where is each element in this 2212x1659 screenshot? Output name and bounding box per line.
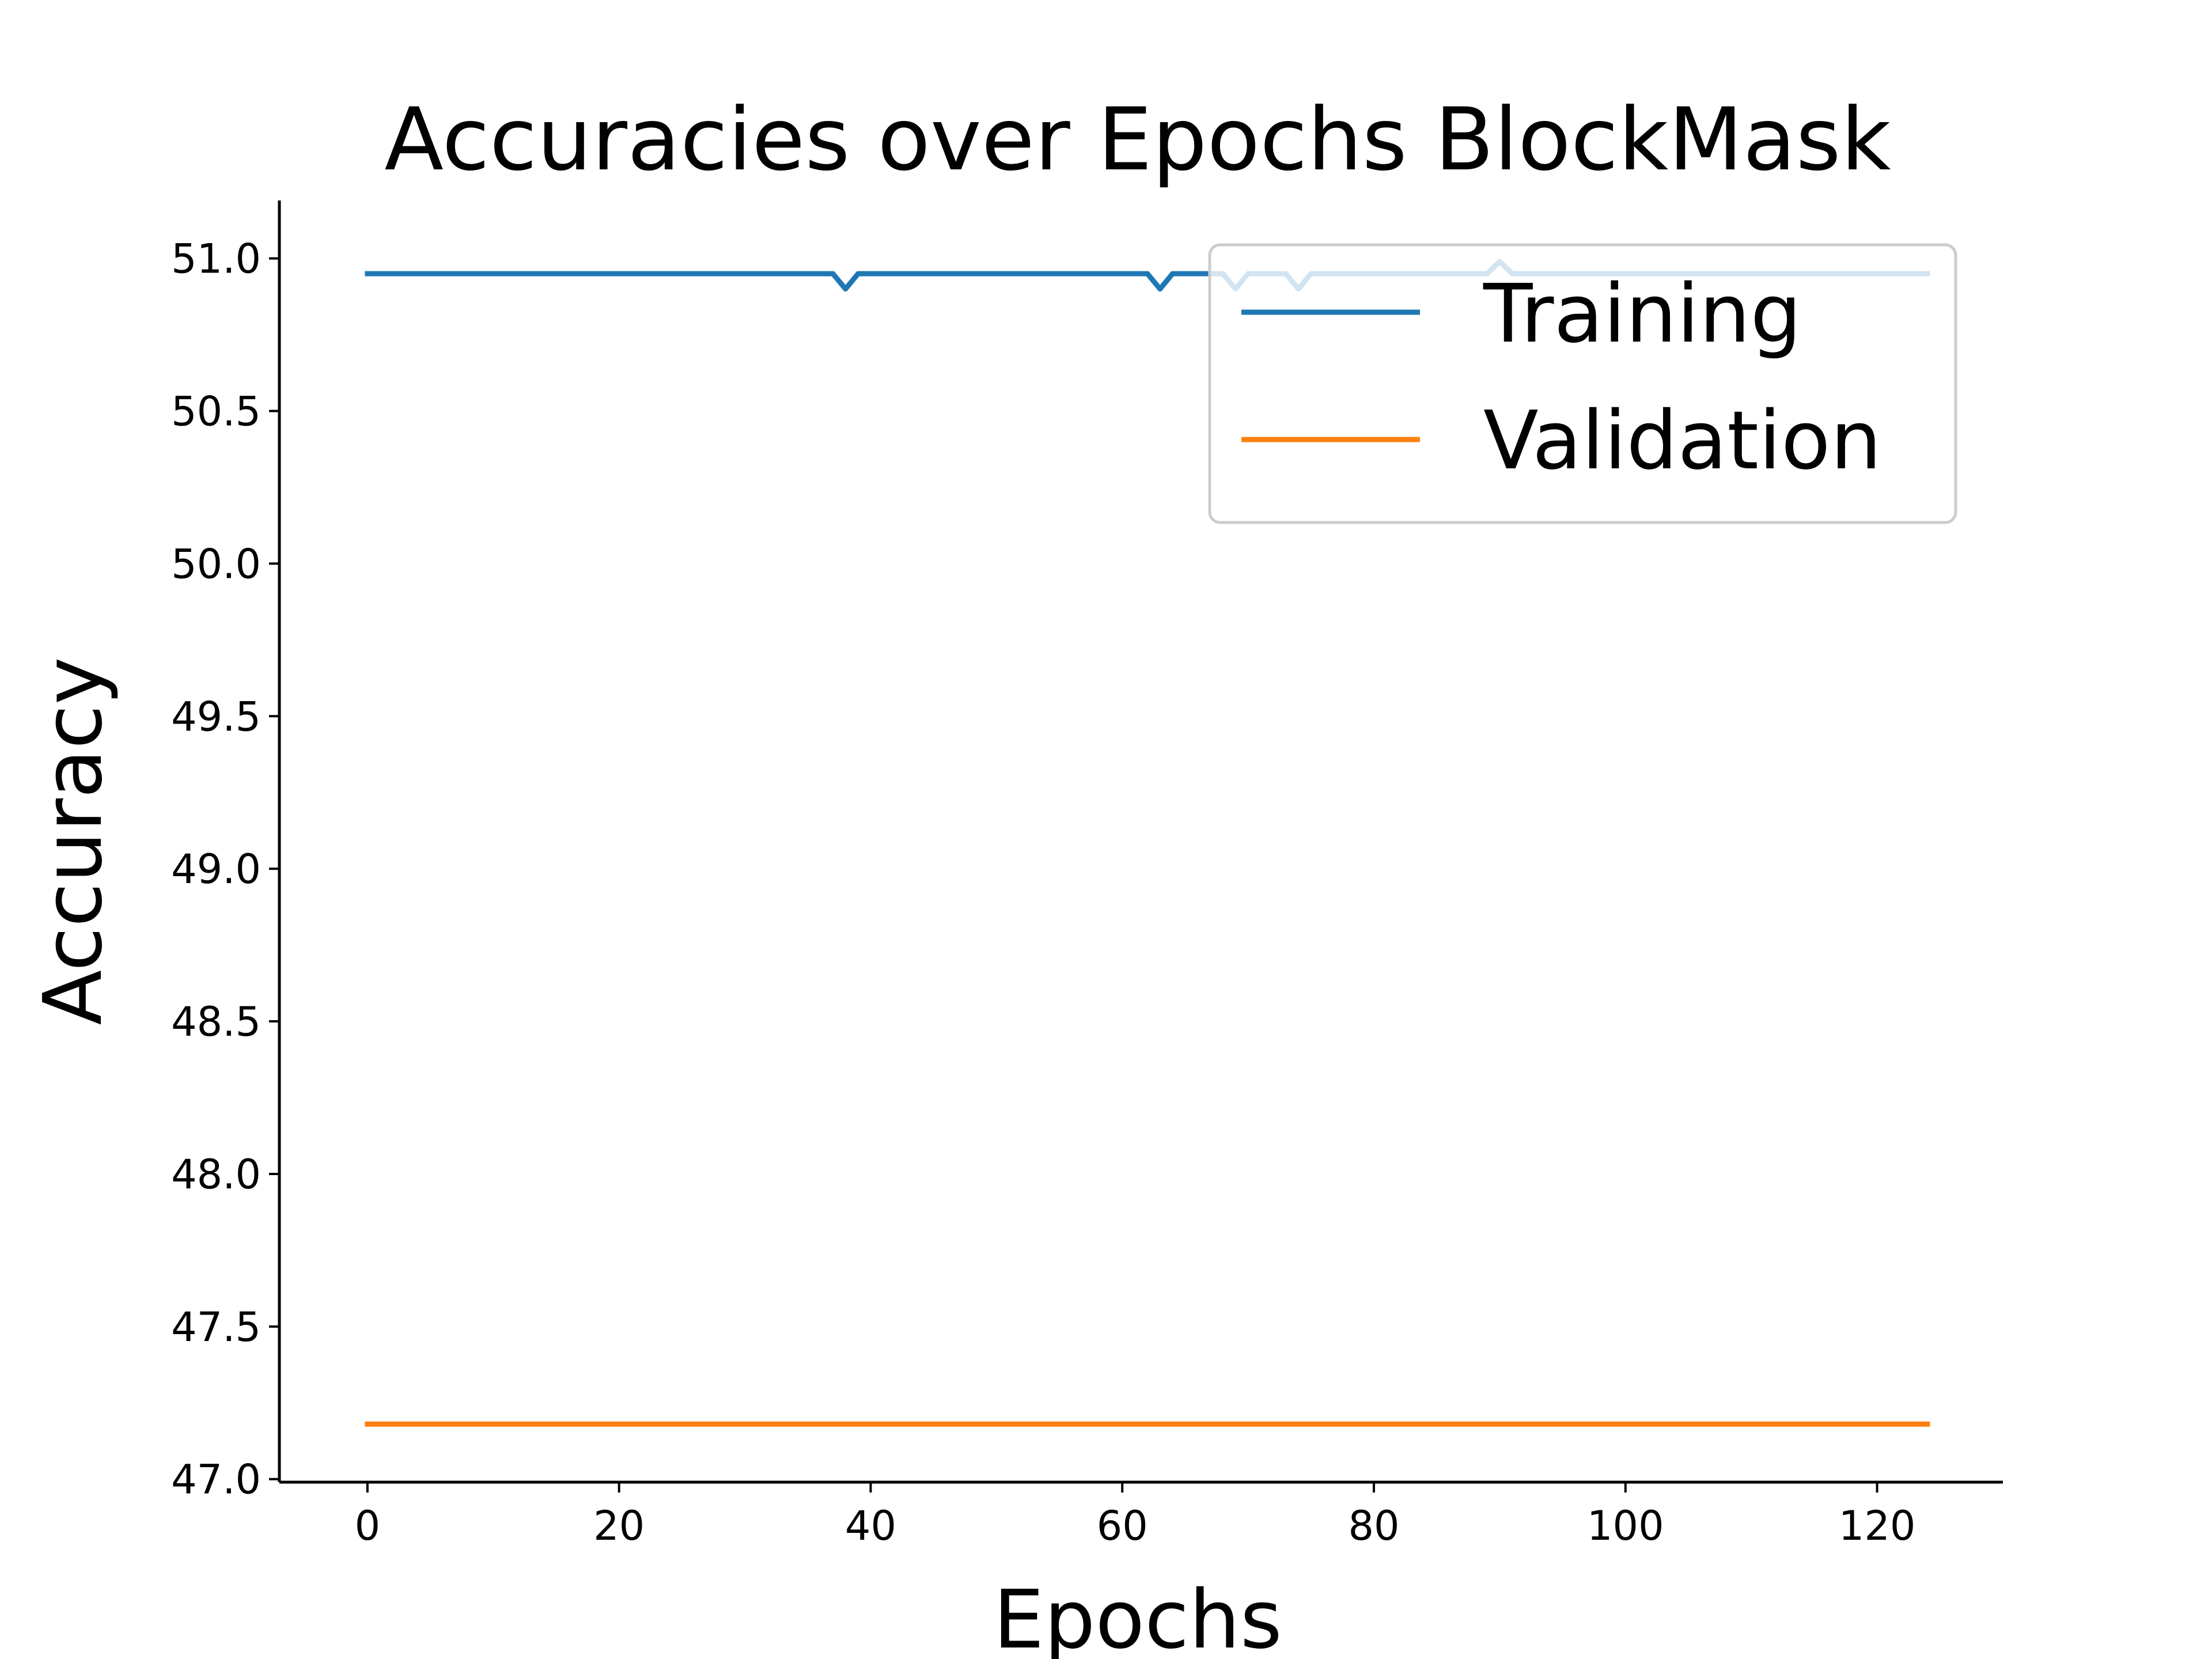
legend: Training Validation bbox=[1208, 243, 1957, 524]
x-ticks: 0 20 40 60 80 100 120 bbox=[355, 1482, 1916, 1550]
legend-label-training: Training bbox=[1483, 267, 1801, 361]
y-tick-label: 47.5 bbox=[171, 1304, 261, 1351]
x-tick-label: 100 bbox=[1587, 1502, 1664, 1550]
x-tick-label: 40 bbox=[845, 1502, 896, 1550]
y-tick-label: 48.5 bbox=[171, 998, 261, 1046]
legend-label-validation: Validation bbox=[1483, 394, 1881, 488]
x-tick-label: 80 bbox=[1348, 1502, 1399, 1550]
x-tick-label: 0 bbox=[355, 1502, 381, 1550]
x-axis-label: Epochs bbox=[993, 1573, 1282, 1659]
y-ticks: 47.0 47.5 48.0 48.5 49.0 49.5 50.0 50.5 51.0 bbox=[171, 236, 279, 1503]
y-tick-label: 51.0 bbox=[171, 236, 261, 283]
y-tick-label: 50.5 bbox=[171, 388, 261, 435]
y-axis-label: Accuracy bbox=[26, 657, 120, 1025]
y-tick-label: 50.0 bbox=[171, 540, 261, 588]
x-tick-label: 120 bbox=[1839, 1502, 1916, 1550]
y-tick-label: 49.0 bbox=[171, 846, 261, 893]
y-tick-label: 47.0 bbox=[171, 1456, 261, 1503]
chart-title: Accuracies over Epochs BlockMask bbox=[384, 90, 1891, 190]
x-tick-label: 20 bbox=[593, 1502, 645, 1550]
axes bbox=[278, 200, 2003, 1484]
y-tick-label: 48.0 bbox=[171, 1151, 261, 1198]
x-tick-label: 60 bbox=[1097, 1502, 1148, 1550]
y-tick-label: 49.5 bbox=[171, 693, 261, 740]
